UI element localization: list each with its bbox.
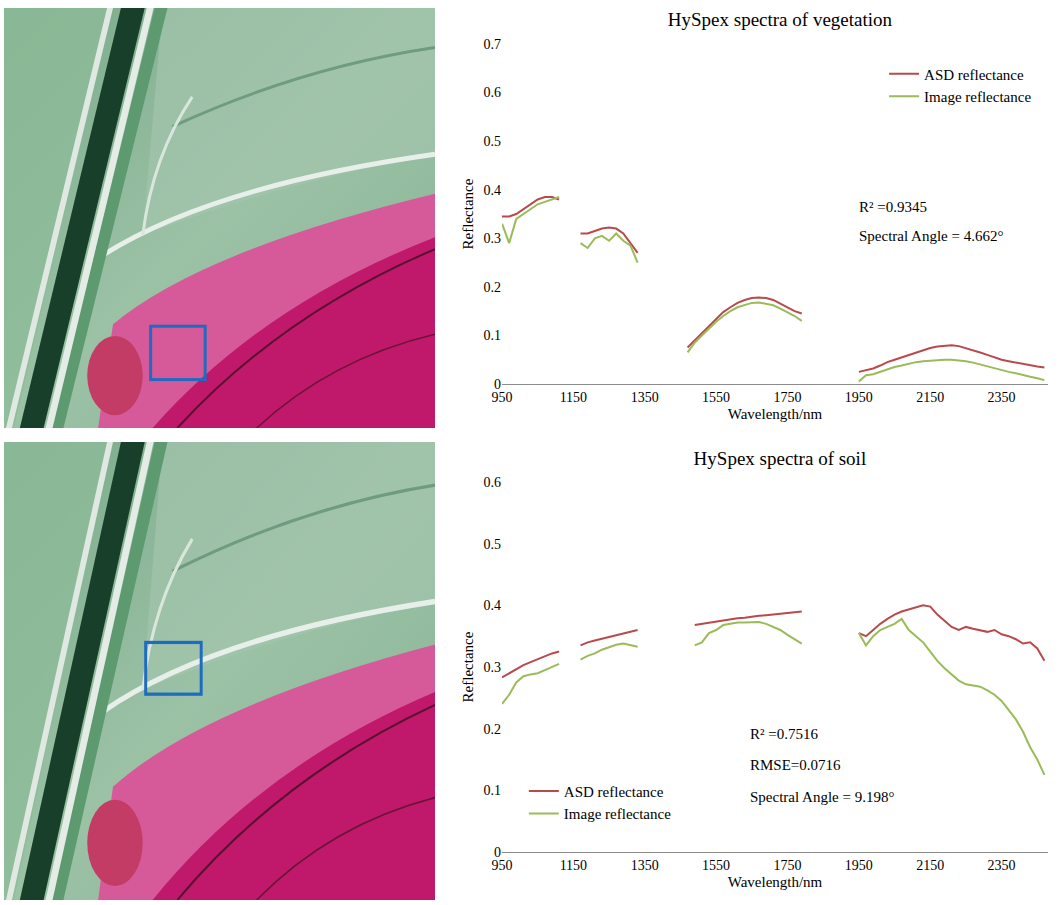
svg-text:1550: 1550	[702, 390, 730, 405]
svg-text:ASD reflectance: ASD reflectance	[924, 67, 1024, 83]
svg-text:Image reflectance: Image reflectance	[924, 89, 1031, 105]
svg-text:0.4: 0.4	[484, 183, 502, 198]
svg-text:0.2: 0.2	[484, 722, 502, 737]
svg-text:1750: 1750	[773, 858, 801, 873]
svg-text:Wavelength/nm: Wavelength/nm	[728, 406, 823, 422]
svg-text:Spectral Angle = 9.198°: Spectral Angle = 9.198°	[750, 789, 894, 805]
svg-text:2150: 2150	[916, 858, 944, 873]
svg-text:Wavelength/nm: Wavelength/nm	[728, 874, 823, 890]
svg-text:0.5: 0.5	[484, 537, 502, 552]
svg-text:2150: 2150	[916, 390, 944, 405]
svg-text:0.6: 0.6	[484, 475, 502, 490]
svg-text:950: 950	[492, 858, 513, 873]
svg-text:1950: 1950	[845, 858, 873, 873]
svg-text:2350: 2350	[988, 390, 1016, 405]
svg-text:1750: 1750	[773, 390, 801, 405]
svg-text:0.2: 0.2	[484, 280, 502, 295]
svg-text:1150: 1150	[560, 390, 587, 405]
svg-text:Image reflectance: Image reflectance	[564, 806, 671, 822]
svg-text:2350: 2350	[988, 858, 1016, 873]
svg-text:0.3: 0.3	[484, 660, 502, 675]
svg-text:1550: 1550	[702, 858, 730, 873]
svg-text:1350: 1350	[631, 390, 659, 405]
svg-text:R² =0.7516: R² =0.7516	[750, 726, 818, 742]
svg-text:Reflectance: Reflectance	[460, 178, 476, 249]
svg-text:0.4: 0.4	[484, 598, 502, 613]
svg-text:950: 950	[492, 390, 513, 405]
svg-text:Reflectance: Reflectance	[460, 631, 476, 702]
svg-text:0.1: 0.1	[484, 783, 502, 798]
svg-text:RMSE=0.0716: RMSE=0.0716	[750, 757, 841, 773]
svg-text:1150: 1150	[560, 858, 587, 873]
svg-text:ASD reflectance: ASD reflectance	[564, 784, 664, 800]
svg-text:HySpex spectra of soil: HySpex spectra of soil	[694, 448, 867, 469]
svg-text:0: 0	[494, 845, 501, 860]
svg-text:1950: 1950	[845, 390, 873, 405]
svg-text:0.6: 0.6	[484, 85, 502, 100]
svg-text:R² =0.9345: R² =0.9345	[859, 199, 927, 215]
svg-text:0.1: 0.1	[484, 328, 502, 343]
svg-text:Spectral Angle = 4.662°: Spectral Angle = 4.662°	[859, 228, 1003, 244]
svg-text:0.3: 0.3	[484, 231, 502, 246]
svg-text:0.5: 0.5	[484, 134, 502, 149]
svg-text:0.7: 0.7	[484, 37, 502, 52]
svg-text:1350: 1350	[631, 858, 659, 873]
svg-text:HySpex spectra of vegetation: HySpex spectra of vegetation	[668, 9, 893, 30]
svg-text:0: 0	[494, 377, 501, 392]
